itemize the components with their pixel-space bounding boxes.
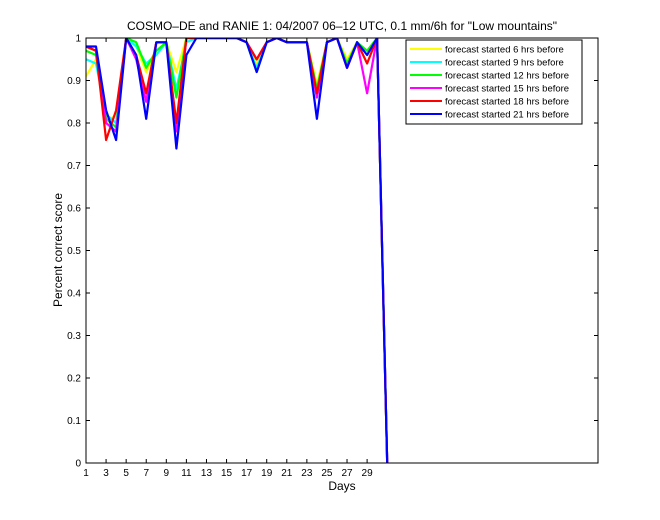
x-axis-label: Days — [328, 479, 355, 493]
x-tick-label: 13 — [201, 468, 213, 479]
y-tick-label: 0.4 — [67, 289, 81, 300]
x-tick-label: 27 — [341, 468, 353, 479]
x-tick-label: 1 — [83, 468, 89, 479]
y-tick-label: 0.5 — [67, 246, 81, 257]
x-tick-label: 9 — [164, 468, 170, 479]
y-tick-label: 0.8 — [67, 119, 81, 130]
y-tick-label: 0 — [75, 459, 81, 470]
x-tick-label: 17 — [241, 468, 253, 479]
series-line-2 — [86, 38, 389, 463]
x-axis-ticks: 1 3 5 7 9 11 13 15 17 19 21 23 25 27 29 — [83, 38, 373, 479]
x-tick-label: 19 — [261, 468, 273, 479]
legend: forecast started 6 hrs before forecast st… — [405, 39, 583, 125]
series-line-3 — [86, 38, 389, 463]
series-lines — [86, 38, 389, 463]
series-line-6 — [86, 38, 389, 463]
x-tick-label: 21 — [281, 468, 293, 479]
x-tick-label: 11 — [181, 468, 192, 479]
legend-entry-label: forecast started 6 hrs before — [445, 45, 564, 56]
legend-entry-label: forecast started 12 hrs before — [445, 71, 569, 82]
x-tick-label: 29 — [362, 468, 374, 479]
legend-entry-label: forecast started 15 hrs before — [445, 84, 569, 95]
y-tick-label: 0.6 — [67, 204, 81, 215]
y-tick-label: 0.1 — [67, 416, 81, 427]
x-tick-label: 15 — [221, 468, 233, 479]
y-tick-label: 0.3 — [67, 331, 81, 342]
legend-box — [405, 39, 583, 125]
legend-entry-label: forecast started 18 hrs before — [445, 97, 569, 108]
y-tick-label: 1 — [75, 34, 81, 45]
chart-title: COSMO–DE and RANIE 1: 04/2007 06–12 UTC,… — [127, 19, 557, 33]
x-tick-label: 3 — [103, 468, 109, 479]
x-tick-label: 23 — [301, 468, 313, 479]
y-tick-label: 0.2 — [67, 374, 81, 385]
x-tick-label: 25 — [321, 468, 333, 479]
x-tick-label: 5 — [123, 468, 129, 479]
y-tick-label: 0.7 — [67, 161, 81, 172]
legend-entry-label: forecast started 21 hrs before — [445, 110, 569, 121]
x-tick-label: 7 — [143, 468, 149, 479]
y-axis-ticks: 0 0.1 0.2 0.3 0.4 0.5 0.6 0.7 0.8 0.9 1 — [67, 34, 598, 470]
y-axis-label: Percent correct score — [51, 193, 65, 307]
legend-entry-label: forecast started 9 hrs before — [445, 58, 564, 69]
y-tick-label: 0.9 — [67, 76, 81, 87]
